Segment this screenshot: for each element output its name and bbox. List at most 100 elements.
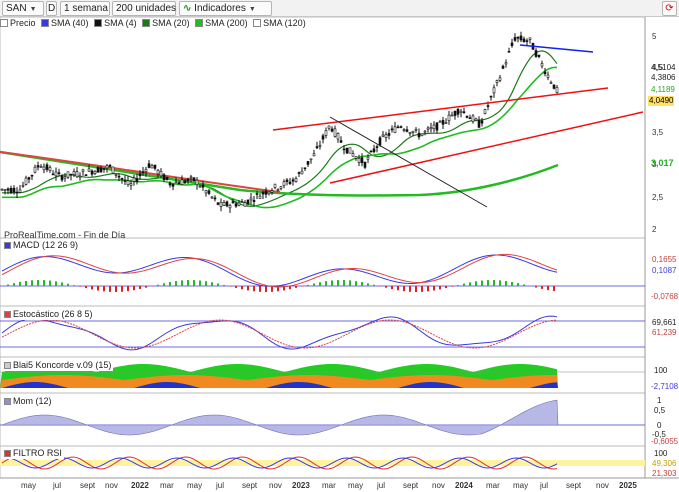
koncorde-tick: -2,7108	[651, 382, 679, 391]
x-axis-label: 2024	[455, 481, 473, 490]
candle-body	[141, 171, 145, 173]
macd-hist-bar	[259, 286, 261, 292]
macd-hist-bar	[481, 280, 483, 286]
macd-hist-bar	[283, 286, 285, 291]
stoch-title[interactable]: Estocástico (26 8 5)	[2, 309, 95, 320]
macd-hist-bar	[331, 280, 333, 286]
macd-hist-bar	[403, 286, 405, 292]
candle-body	[378, 137, 382, 146]
macd-hist-bar	[433, 286, 435, 291]
rsi-tick: 100	[654, 449, 668, 458]
candle-body	[117, 175, 121, 178]
candle-body	[198, 185, 202, 188]
macd-hist-bar	[469, 282, 471, 286]
candle-body	[204, 190, 208, 194]
candle-body	[48, 167, 52, 171]
candle-body	[57, 172, 61, 174]
candle-body	[168, 182, 172, 186]
mom-tick: 0	[657, 421, 662, 430]
macd-hist-bar	[145, 286, 147, 288]
candle-body	[273, 183, 277, 188]
sma120-line	[0, 151, 281, 193]
candle-body	[363, 161, 367, 168]
macd-hist-bar	[43, 280, 45, 286]
candle-body	[249, 197, 253, 201]
indicators-button[interactable]: ∿ Indicadores ▼	[179, 1, 272, 16]
candle-body	[381, 134, 385, 137]
price-tag: 4,3806	[651, 73, 676, 82]
macd-hist-bar	[337, 280, 339, 286]
price-axis-tick: 3,5	[652, 128, 664, 137]
macd-hist-bar	[235, 286, 237, 288]
x-axis-label: may	[513, 481, 529, 490]
macd-hist-bar	[475, 281, 477, 286]
mom-title[interactable]: Mom (12)	[2, 396, 54, 407]
macd-title[interactable]: MACD (12 26 9)	[2, 240, 81, 251]
candle-body	[540, 63, 544, 67]
x-axis-label: jul	[540, 481, 549, 490]
macd-hist-bar	[409, 286, 411, 292]
candle-body	[252, 200, 256, 202]
macd-hist-bar	[397, 286, 399, 291]
candle-body	[309, 158, 313, 161]
stoch-tick: 69,661	[652, 318, 677, 327]
candle-body	[15, 191, 19, 194]
stoch-k-line	[1, 315, 558, 351]
candle-body	[243, 202, 247, 207]
macd-hist-bar	[361, 282, 363, 286]
macd-hist-bar	[127, 286, 129, 292]
toolbar: SAN▼ D 1 semana▼ 200 unidades▼ ∿ Indicad…	[0, 0, 679, 17]
candle-body	[201, 184, 205, 188]
timeframe-label: 1 semana	[64, 3, 108, 14]
macd-swatch	[4, 242, 11, 249]
macd-hist-bar	[439, 286, 441, 290]
symbol-selector[interactable]: SAN ▼	[2, 1, 44, 16]
macd-hist-bar	[307, 284, 309, 286]
candle-body	[426, 127, 430, 130]
price-axis-tick: 2	[652, 225, 657, 234]
x-axis-label: sept	[566, 481, 582, 490]
candle-body	[258, 195, 262, 199]
macd-hist-bar	[85, 286, 87, 289]
macd-hist-bar	[265, 286, 267, 292]
x-axis-label: may	[187, 481, 203, 490]
macd-hist-bar	[277, 286, 279, 292]
x-axis-label: jul	[53, 481, 62, 490]
macd-hist-bar	[7, 284, 9, 286]
mom-tick: -0,5	[652, 430, 666, 439]
macd-hist-bar	[223, 284, 225, 286]
candle-body	[183, 180, 187, 184]
settings-icon[interactable]: ⟳	[662, 1, 677, 16]
indicators-icon: ∿	[183, 3, 192, 14]
candle-body	[207, 190, 211, 194]
koncorde-title[interactable]: Blai5 Koncorde v.09 (15)	[2, 360, 114, 371]
candle-body	[36, 165, 40, 168]
rsi-title[interactable]: FILTRO RSI	[2, 448, 64, 459]
macd-hist-bar	[511, 281, 513, 286]
candle-body	[54, 171, 58, 177]
candle-body	[459, 110, 463, 113]
rsi-signal-line	[1, 457, 558, 469]
daily-button[interactable]: D	[46, 1, 57, 16]
candle-body	[156, 169, 160, 175]
timeframe-selector[interactable]: 1 semana▼	[60, 1, 118, 16]
candle-body	[336, 133, 340, 140]
macd-hist-bar	[319, 282, 321, 286]
macd-hist-bar	[19, 281, 21, 286]
candle-body	[297, 172, 301, 174]
macd-hist-bar	[139, 286, 141, 290]
candle-body	[315, 146, 319, 149]
candle-body	[150, 165, 154, 169]
candle-body	[135, 178, 139, 182]
macd-hist-bar	[25, 280, 27, 286]
units-label: 200 unidades	[116, 3, 177, 14]
units-selector[interactable]: 200 unidades▼	[112, 1, 186, 16]
candle-body	[474, 118, 478, 121]
candle-body	[447, 114, 451, 122]
candle-body	[411, 130, 415, 133]
macd-hist-bar	[541, 286, 543, 289]
candle-body	[39, 166, 43, 168]
candle-body	[102, 168, 106, 170]
macd-hist-bar	[67, 283, 69, 286]
